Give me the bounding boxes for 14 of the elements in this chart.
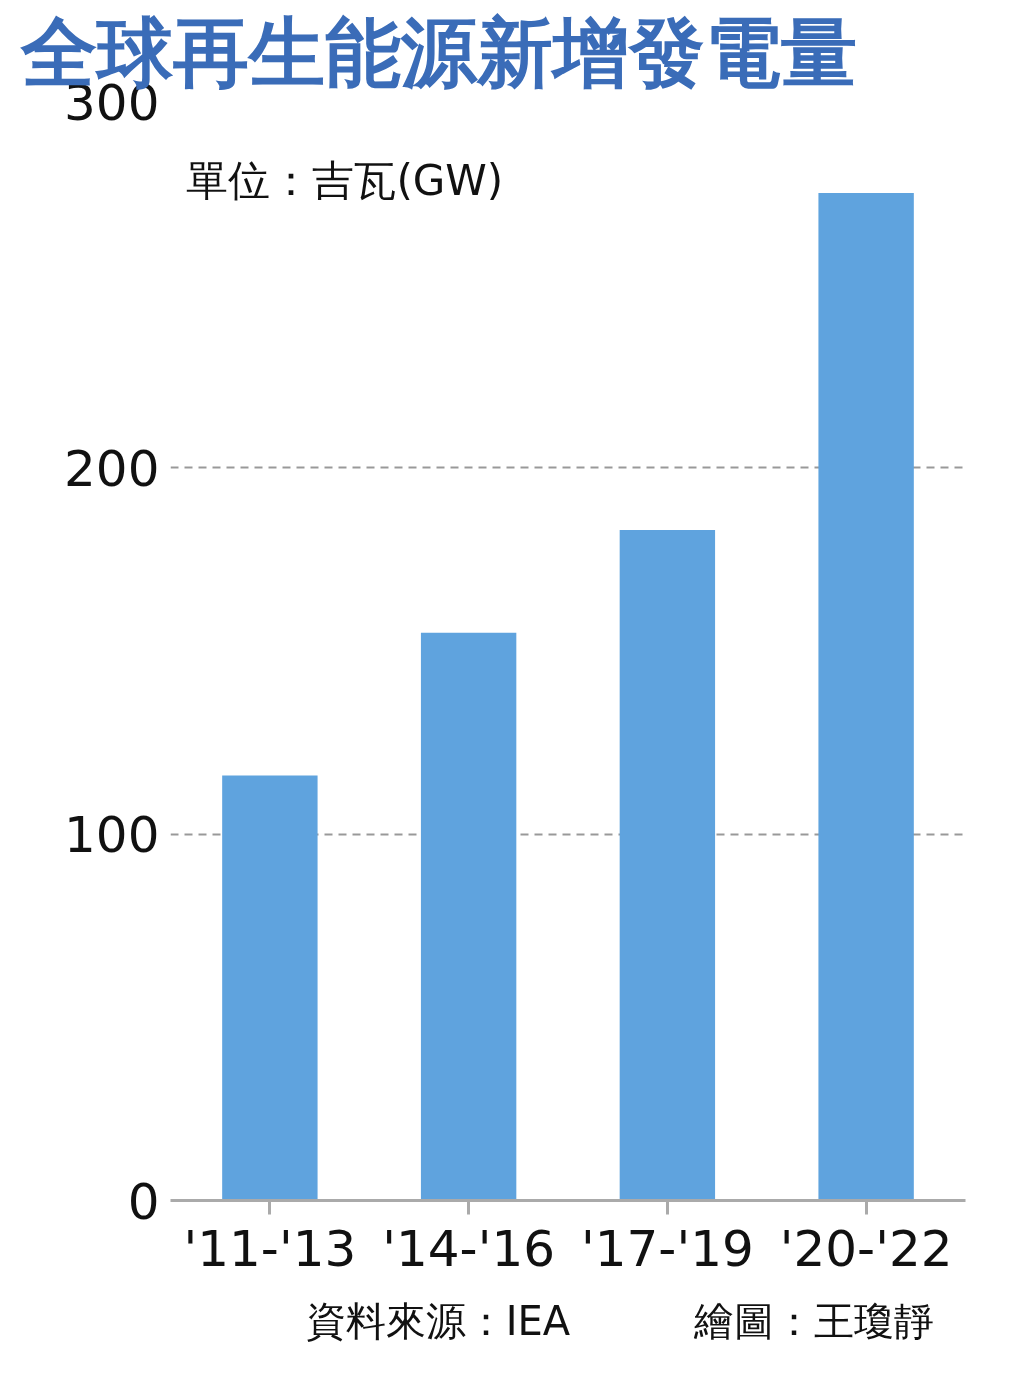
x-tick-label: '20-'22 [779,1219,953,1278]
bar [818,193,914,1201]
bar [420,632,517,1201]
y-tick-label: 200 [64,439,160,498]
y-tick-label: 100 [64,806,160,865]
x-tick-label: '14-'16 [382,1219,556,1278]
annotation: 單位：吉瓦(GW) [186,156,504,206]
y-tick-label: 0 [127,1172,160,1231]
source-note: 資料來源：IEA [305,1297,571,1344]
bar [222,775,318,1201]
x-tick-label: '11-'13 [183,1219,357,1278]
bar [619,530,716,1201]
x-tick-label: '17-'19 [580,1219,754,1278]
text: 繪圖：王瓊靜 [692,1297,934,1344]
